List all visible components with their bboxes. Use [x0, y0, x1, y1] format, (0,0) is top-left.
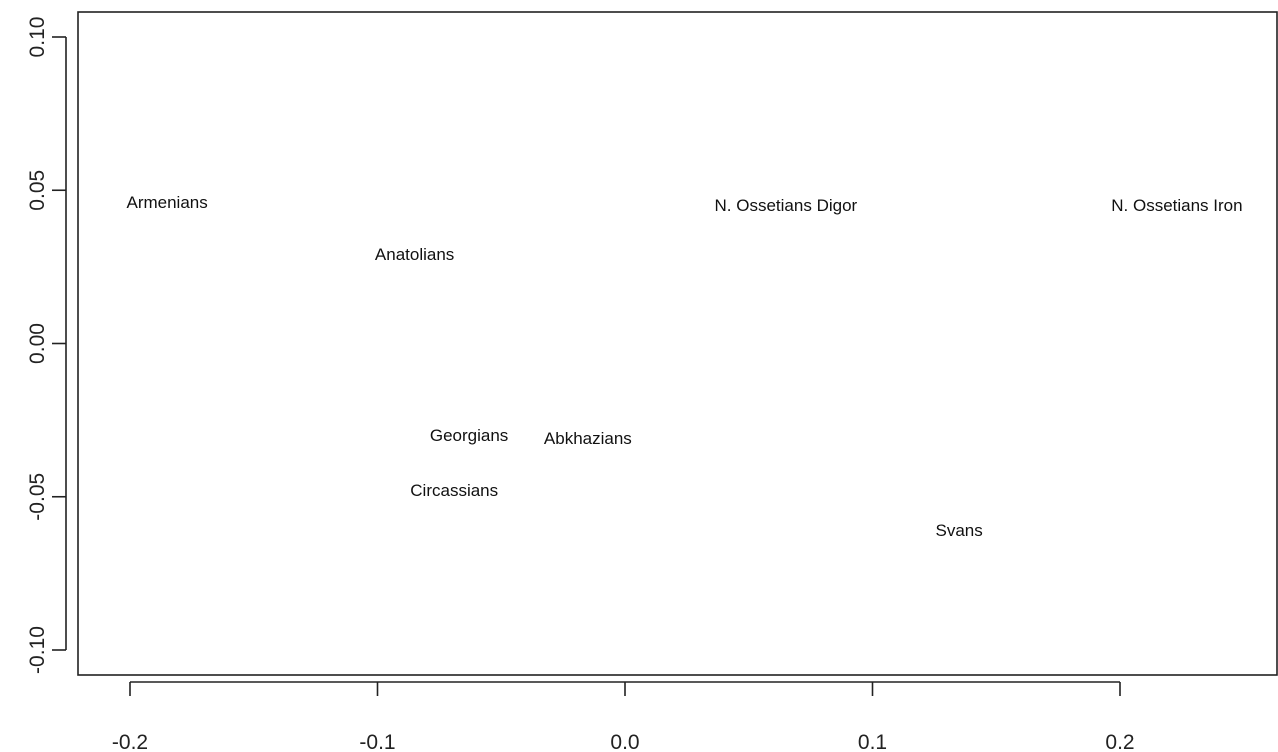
y-tick-label: -0.05 [26, 473, 49, 521]
x-tick-label: 0.1 [858, 731, 887, 752]
point-label: Georgians [430, 426, 508, 445]
point-label: N. Ossetians Iron [1111, 196, 1242, 215]
x-axis: -0.2 -0.1 0.0 0.1 0.2 [112, 681, 1135, 752]
y-tick-label: 0.10 [26, 17, 49, 58]
y-tick-label: 0.00 [26, 323, 49, 364]
x-tick-label: -0.1 [359, 731, 395, 752]
x-tick-label: 0.0 [610, 731, 639, 752]
point-label: Circassians [410, 481, 498, 500]
point-label: Armenians [126, 193, 207, 212]
y-tick-label: -0.10 [26, 626, 49, 674]
point-label: N. Ossetians Digor [715, 196, 858, 215]
x-tick-label: -0.2 [112, 731, 148, 752]
y-axis: -0.10 -0.05 0.00 0.05 0.10 [26, 17, 67, 674]
point-labels: Armenians Anatolians N. Ossetians Digor N. … [126, 193, 1242, 540]
plot-frame [77, 11, 1278, 676]
point-label: Anatolians [375, 245, 454, 264]
x-tick-label: 0.2 [1105, 731, 1134, 752]
point-label: Svans [936, 521, 983, 540]
point-label: Abkhazians [544, 429, 632, 448]
y-tick-label: 0.05 [26, 170, 49, 211]
